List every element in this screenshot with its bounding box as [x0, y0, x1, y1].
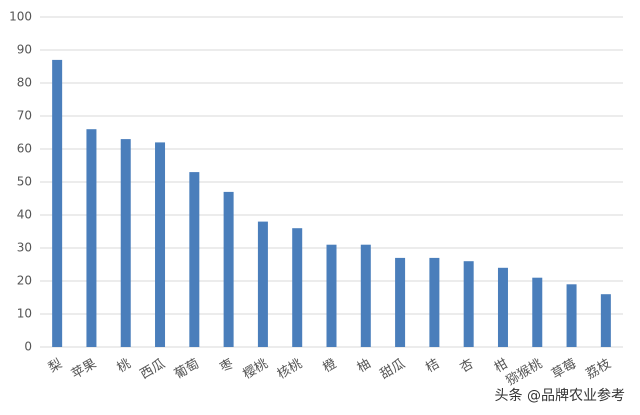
y-tick-label: 20 — [17, 274, 32, 288]
watermark: 头条 @品牌农业参考 — [495, 387, 625, 404]
y-tick-label: 40 — [17, 208, 32, 222]
x-tick-label: 桃 — [115, 357, 134, 376]
bar — [360, 244, 371, 347]
bar — [429, 257, 440, 347]
y-tick-label: 100 — [9, 10, 32, 24]
y-tick-label: 0 — [24, 340, 32, 354]
x-tick-label: 桔 — [423, 357, 442, 376]
bar — [257, 221, 268, 347]
bar — [497, 267, 508, 347]
bar — [86, 129, 97, 347]
x-tick-label: 橙 — [320, 357, 339, 376]
bar — [223, 191, 234, 347]
y-tick-label: 80 — [17, 76, 32, 90]
x-tick-label: 梨 — [46, 357, 65, 376]
bar — [120, 139, 131, 347]
bar — [292, 228, 303, 347]
y-tick-label: 10 — [17, 307, 32, 321]
y-tick-label: 70 — [17, 109, 32, 123]
bar — [600, 294, 611, 347]
y-tick-label: 30 — [17, 241, 32, 255]
x-tick-label: 杏 — [458, 357, 477, 376]
bar — [52, 59, 63, 348]
bar — [326, 244, 337, 347]
x-tick-label: 柚 — [355, 357, 374, 376]
y-tick-label: 90 — [17, 43, 32, 57]
bar — [566, 284, 577, 347]
x-tick-label: 枣 — [218, 357, 237, 376]
bar — [155, 142, 166, 347]
bar — [189, 172, 200, 347]
bar — [532, 277, 543, 347]
bar — [395, 257, 406, 347]
y-tick-label: 50 — [17, 175, 32, 189]
bar — [463, 261, 474, 347]
x-tick-label: 柑 — [492, 357, 511, 376]
y-tick-label: 60 — [17, 142, 32, 156]
